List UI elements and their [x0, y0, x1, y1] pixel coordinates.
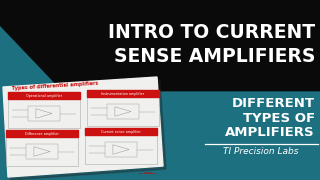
Polygon shape: [0, 0, 320, 90]
Bar: [85, 128, 157, 164]
Bar: [107, 103, 139, 120]
Bar: [62, 0, 320, 90]
Text: Instrumentation amplifier: Instrumentation amplifier: [101, 91, 145, 96]
Polygon shape: [3, 77, 163, 177]
Text: AMPLIFIERS: AMPLIFIERS: [225, 127, 315, 140]
Text: INTRO TO CURRENT: INTRO TO CURRENT: [108, 22, 315, 42]
Bar: [87, 90, 159, 126]
Bar: [85, 128, 157, 135]
Bar: [8, 92, 80, 99]
Bar: [87, 90, 159, 97]
Bar: [6, 130, 78, 166]
Text: SENSE AMPLIFIERS: SENSE AMPLIFIERS: [114, 46, 315, 66]
Text: TYPES OF: TYPES OF: [243, 111, 315, 125]
Text: Types of differential amplifiers: Types of differential amplifiers: [12, 81, 99, 91]
Polygon shape: [6, 80, 166, 180]
Text: Current sense amplifier: Current sense amplifier: [101, 129, 141, 134]
Bar: [28, 105, 60, 122]
Text: TEXAS
INSTRUMENTS: TEXAS INSTRUMENTS: [139, 172, 157, 174]
Bar: [105, 141, 137, 158]
Text: DIFFERENT: DIFFERENT: [232, 96, 315, 109]
Text: TI Precision Labs: TI Precision Labs: [223, 147, 299, 156]
Bar: [6, 130, 78, 137]
Text: Operational amplifier: Operational amplifier: [26, 93, 62, 98]
Text: Difference amplifier: Difference amplifier: [25, 132, 59, 136]
Bar: [26, 143, 58, 159]
Bar: [8, 92, 80, 128]
